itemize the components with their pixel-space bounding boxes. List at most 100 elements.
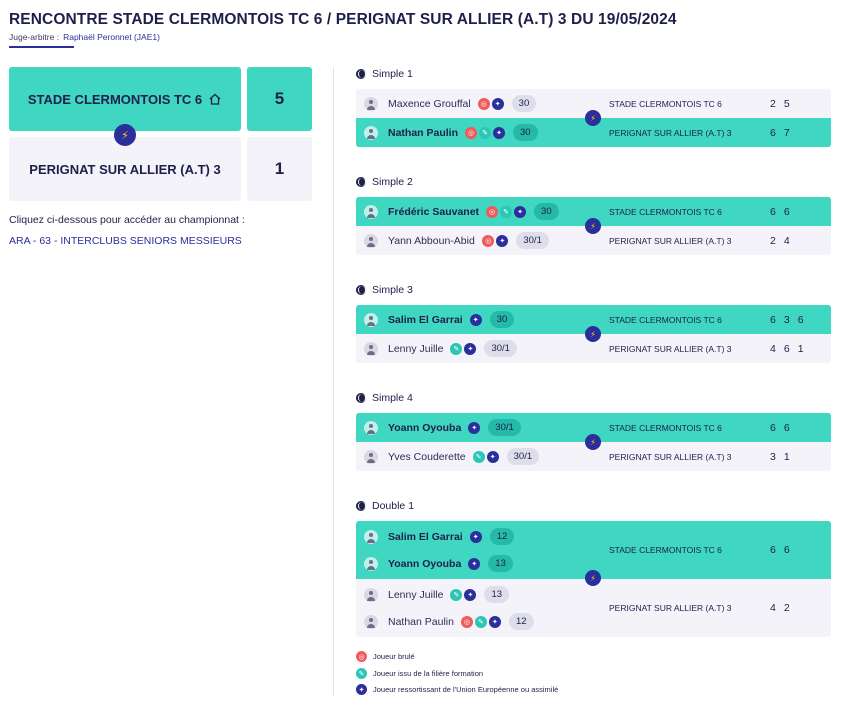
player-name[interactable]: Salim El Garrai [388,530,463,543]
player-badges: ◎ ✎ ✦ [465,126,505,139]
set-score: 3 [783,313,790,326]
player-ranking: 30 [534,203,559,220]
home-team-name: STADE CLERMONTOIS TC 6 [27,91,203,107]
player-ranking: 30/1 [484,340,517,357]
player-name[interactable]: Yoann Oyouba [388,557,462,570]
double-player-line[interactable]: Salim El Garrai ✦ 12 [356,522,831,551]
legend-burned: ◎ Joueur brulé [356,651,415,662]
player-badges: ✦ [468,421,481,434]
match-title: Simple 2 [356,176,413,188]
match-title-text: Simple 1 [372,68,413,80]
set-score: 6 [770,205,776,218]
eu-badge-icon: ✦ [488,615,501,628]
home-icon [208,92,222,106]
set-score: 6 [770,126,776,139]
player-ranking: 30 [489,311,515,328]
legend-formation-label: Joueur issu de la filière formation [373,669,484,678]
player-name[interactable]: Maxence Grouffal [388,97,471,110]
player-badges: ◎ ✎ ✦ [486,205,527,218]
player-name[interactable]: Salim El Garrai [388,313,463,326]
championship-link[interactable]: ARA - 63 - INTERCLUBS SENIORS MESSIEURS [9,235,242,247]
row-club-name: STADE CLERMONTOIS TC 6 [609,98,722,109]
referee-label: Juge-arbitre : [9,32,60,42]
match-row[interactable]: Yoann Oyouba ✦ 30/1 STADE CLERMONTOIS TC 6 6… [356,413,831,442]
double-player-line[interactable]: Lenny Juille ✎ ✦ 13 [356,580,831,609]
player-badges: ✎ ✦ [472,450,499,463]
match-row[interactable]: Lenny Juille ✎ ✦ 30/1 PERIGNAT SUR ALLIER (A… [356,334,831,363]
player-name[interactable]: Yves Couderette [388,450,466,463]
versus-bolt-icon: ⚡ [585,218,601,234]
formation-badge-icon: ✎ [450,588,463,601]
away-team-box[interactable]: PERIGNAT SUR ALLIER (A.T) 3 [9,137,241,201]
match-title-text: Double 1 [372,500,415,512]
set-score: 5 [783,97,790,110]
player-name[interactable]: Nathan Paulin [388,615,454,628]
home-team-box[interactable]: STADE CLERMONTOIS TC 6 [9,67,241,131]
formation-badge-icon: ✎ [479,126,491,139]
set-score: 4 [783,234,790,247]
referee-underline [9,46,74,48]
tennis-ball-icon [356,177,366,187]
eu-badge-icon: ✦ [514,205,527,218]
player-avatar [364,125,378,140]
match-card[interactable]: Yoann Oyouba ✦ 30/1 STADE CLERMONTOIS TC 6 6… [356,413,831,471]
set-score: 6 [770,544,776,556]
set-score: 1 [783,450,790,463]
player-badges: ✦ [469,313,482,326]
match-card[interactable]: Salim El Garrai ✦ 30 STADE CLERMONTOIS TC 6… [356,305,831,363]
set-score: 7 [783,126,790,139]
player-ranking: 30/1 [506,448,540,465]
match-title: Double 1 [356,500,414,512]
player-badges: ◎ ✎ ✦ [460,615,501,628]
row-club-name: STADE CLERMONTOIS TC 6 [609,422,722,433]
set-score: 4 [770,602,776,614]
player-avatar [364,587,378,602]
player-badges: ✦ [469,530,482,543]
burned-badge-icon: ◎ [356,651,367,662]
player-badges: ✦ [468,557,481,570]
burned-badge-icon: ◎ [477,97,490,110]
player-name[interactable]: Yoann Oyouba [388,421,462,434]
match-row[interactable]: Yves Couderette ✎ ✦ 30/1 PERIGNAT SUR ALLIER… [356,442,831,471]
player-name[interactable]: Nathan Paulin [388,126,459,139]
double-team-row[interactable]: Lenny Juille ✎ ✦ 13 Nathan Paulin ◎ ✎ ✦ 12 PERIGN… [356,579,831,637]
double-team-row[interactable]: Salim El Garrai ✦ 12 Yoann Oyouba ✦ 13 STADE C… [356,521,831,579]
match-card[interactable]: Frédéric Sauvanet ◎ ✎ ✦ 30 STADE CLERMONTOIS … [356,197,831,255]
referee-name[interactable]: Raphaël Peronnet (JAE1) [63,32,160,42]
away-score: 1 [247,137,312,201]
set-score: 6 [797,313,804,326]
double-player-line[interactable]: Yoann Oyouba ✦ 13 [356,549,831,578]
eu-badge-icon: ✦ [469,313,482,326]
eu-badge-icon: ✦ [356,684,367,695]
match-card[interactable]: Maxence Grouffal ◎ ✦ 30 STADE CLERMONTOIS TC… [356,89,831,147]
page-title: RENCONTRE STADE CLERMONTOIS TC 6 / PERIG… [9,11,677,28]
eu-badge-icon: ✦ [468,557,481,570]
double-player-line[interactable]: Nathan Paulin ◎ ✎ ✦ 12 [356,607,831,636]
player-name[interactable]: Lenny Juille [388,588,444,601]
match-title-text: Simple 3 [372,284,413,296]
set-score: 6 [770,313,776,326]
player-name[interactable]: Lenny Juille [388,342,444,355]
player-avatar [364,614,378,629]
row-club-name: PERIGNAT SUR ALLIER (A.T) 3 [609,235,732,246]
burned-badge-icon: ◎ [486,205,499,218]
eu-badge-icon: ✦ [464,342,477,355]
match-title: Simple 1 [356,68,413,80]
set-score: 6 [783,205,790,218]
formation-badge-icon: ✎ [500,205,513,218]
row-club-name: PERIGNAT SUR ALLIER (A.T) 3 [609,451,732,462]
player-avatar [364,204,378,219]
formation-badge-icon: ✎ [472,450,485,463]
player-badges: ◎ ✦ [477,97,504,110]
player-name[interactable]: Yann Abboun-Abid [388,234,475,247]
player-name[interactable]: Frédéric Sauvanet [388,205,480,218]
double-match-card[interactable]: Salim El Garrai ✦ 12 Yoann Oyouba ✦ 13 STADE C… [356,521,831,637]
versus-bolt-icon: ⚡ [585,434,601,450]
